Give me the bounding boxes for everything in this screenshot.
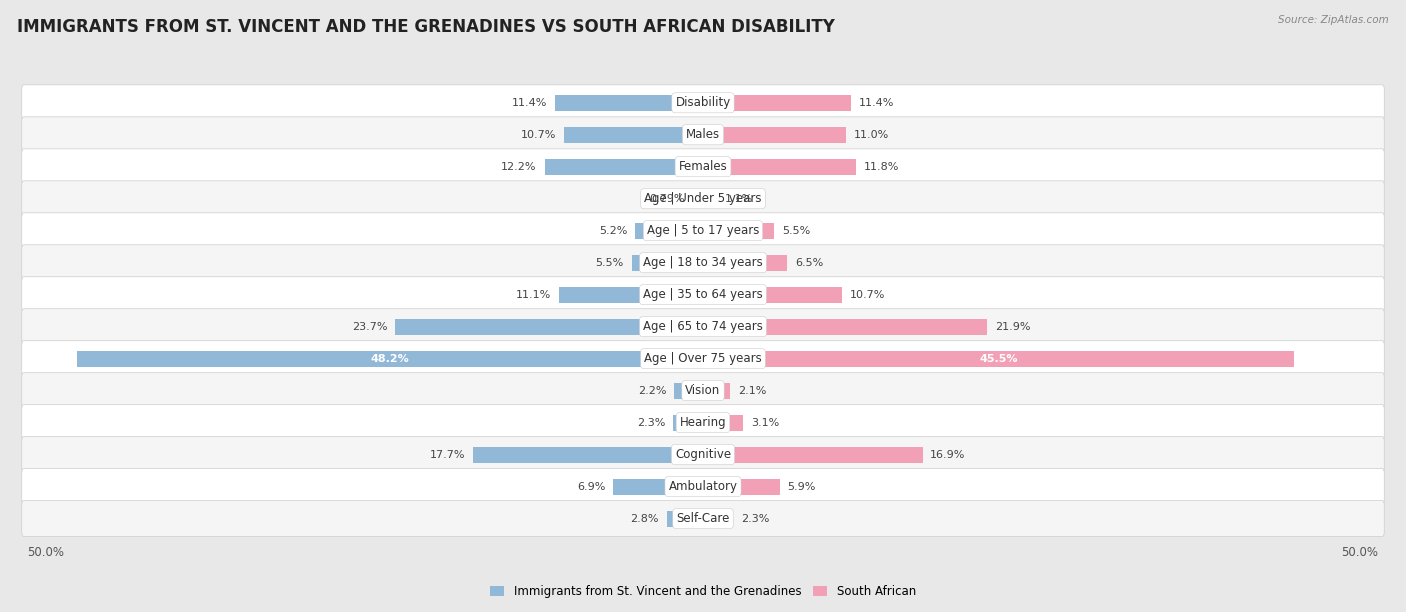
- Bar: [636, 223, 703, 239]
- Bar: [472, 447, 703, 463]
- Text: Self-Care: Self-Care: [676, 512, 730, 525]
- Bar: [555, 95, 703, 111]
- Text: Age | Over 75 years: Age | Over 75 years: [644, 352, 762, 365]
- Text: 11.4%: 11.4%: [859, 98, 894, 108]
- Bar: [703, 255, 787, 271]
- Text: 48.2%: 48.2%: [371, 354, 409, 364]
- Text: Source: ZipAtlas.com: Source: ZipAtlas.com: [1278, 15, 1389, 25]
- Text: Age | Under 5 years: Age | Under 5 years: [644, 192, 762, 205]
- Text: 11.8%: 11.8%: [865, 162, 900, 172]
- Text: 23.7%: 23.7%: [352, 322, 388, 332]
- FancyBboxPatch shape: [21, 181, 1385, 217]
- Text: 5.2%: 5.2%: [599, 226, 627, 236]
- Text: 50.0%: 50.0%: [28, 546, 65, 559]
- Bar: [675, 382, 703, 398]
- FancyBboxPatch shape: [21, 469, 1385, 504]
- Bar: [613, 479, 703, 494]
- FancyBboxPatch shape: [21, 245, 1385, 280]
- FancyBboxPatch shape: [21, 437, 1385, 472]
- Bar: [703, 479, 780, 494]
- Text: Age | 35 to 64 years: Age | 35 to 64 years: [643, 288, 763, 301]
- Text: 2.3%: 2.3%: [637, 417, 665, 428]
- Bar: [666, 510, 703, 526]
- FancyBboxPatch shape: [21, 149, 1385, 185]
- Text: 6.9%: 6.9%: [578, 482, 606, 491]
- Text: 0.79%: 0.79%: [650, 194, 685, 204]
- Bar: [631, 255, 703, 271]
- Text: 11.1%: 11.1%: [516, 289, 551, 300]
- Text: Females: Females: [679, 160, 727, 173]
- Bar: [703, 191, 717, 207]
- Text: Age | 5 to 17 years: Age | 5 to 17 years: [647, 224, 759, 237]
- FancyBboxPatch shape: [21, 373, 1385, 409]
- Text: 16.9%: 16.9%: [931, 450, 966, 460]
- Text: Age | 65 to 74 years: Age | 65 to 74 years: [643, 320, 763, 333]
- Text: 5.5%: 5.5%: [596, 258, 624, 267]
- Text: IMMIGRANTS FROM ST. VINCENT AND THE GRENADINES VS SOUTH AFRICAN DISABILITY: IMMIGRANTS FROM ST. VINCENT AND THE GREN…: [17, 18, 835, 36]
- Bar: [564, 127, 703, 143]
- Bar: [703, 127, 846, 143]
- Text: 21.9%: 21.9%: [995, 322, 1031, 332]
- FancyBboxPatch shape: [21, 405, 1385, 441]
- Text: 5.9%: 5.9%: [787, 482, 815, 491]
- Text: 45.5%: 45.5%: [979, 354, 1018, 364]
- Text: Vision: Vision: [685, 384, 721, 397]
- Text: 3.1%: 3.1%: [751, 417, 779, 428]
- Bar: [703, 319, 987, 335]
- Text: Disability: Disability: [675, 96, 731, 110]
- Text: Cognitive: Cognitive: [675, 448, 731, 461]
- FancyBboxPatch shape: [21, 213, 1385, 248]
- Legend: Immigrants from St. Vincent and the Grenadines, South African: Immigrants from St. Vincent and the Gren…: [485, 581, 921, 603]
- FancyBboxPatch shape: [21, 308, 1385, 345]
- FancyBboxPatch shape: [21, 117, 1385, 152]
- Text: 6.5%: 6.5%: [796, 258, 824, 267]
- Bar: [703, 286, 842, 303]
- Text: 2.1%: 2.1%: [738, 386, 766, 395]
- FancyBboxPatch shape: [21, 85, 1385, 121]
- Text: 10.7%: 10.7%: [849, 289, 886, 300]
- FancyBboxPatch shape: [21, 341, 1385, 376]
- Text: 2.3%: 2.3%: [741, 513, 769, 523]
- Text: Ambulatory: Ambulatory: [668, 480, 738, 493]
- Text: 12.2%: 12.2%: [502, 162, 537, 172]
- Text: 2.2%: 2.2%: [638, 386, 666, 395]
- Bar: [703, 414, 744, 431]
- Bar: [558, 286, 703, 303]
- Text: 11.4%: 11.4%: [512, 98, 547, 108]
- Bar: [703, 382, 730, 398]
- Text: Hearing: Hearing: [679, 416, 727, 429]
- Text: 10.7%: 10.7%: [520, 130, 557, 140]
- Text: 5.5%: 5.5%: [782, 226, 810, 236]
- Bar: [703, 223, 775, 239]
- FancyBboxPatch shape: [21, 277, 1385, 313]
- Bar: [703, 510, 733, 526]
- Text: 50.0%: 50.0%: [1341, 546, 1378, 559]
- Text: Age | 18 to 34 years: Age | 18 to 34 years: [643, 256, 763, 269]
- Text: 11.0%: 11.0%: [853, 130, 889, 140]
- Text: Males: Males: [686, 129, 720, 141]
- Bar: [703, 159, 856, 175]
- Bar: [395, 319, 703, 335]
- Bar: [77, 351, 703, 367]
- Bar: [693, 191, 703, 207]
- Bar: [544, 159, 703, 175]
- Bar: [703, 351, 1294, 367]
- Bar: [703, 95, 851, 111]
- FancyBboxPatch shape: [21, 501, 1385, 537]
- Text: 1.1%: 1.1%: [725, 194, 754, 204]
- Text: 17.7%: 17.7%: [430, 450, 465, 460]
- Bar: [673, 414, 703, 431]
- Bar: [703, 447, 922, 463]
- Text: 2.8%: 2.8%: [630, 513, 659, 523]
